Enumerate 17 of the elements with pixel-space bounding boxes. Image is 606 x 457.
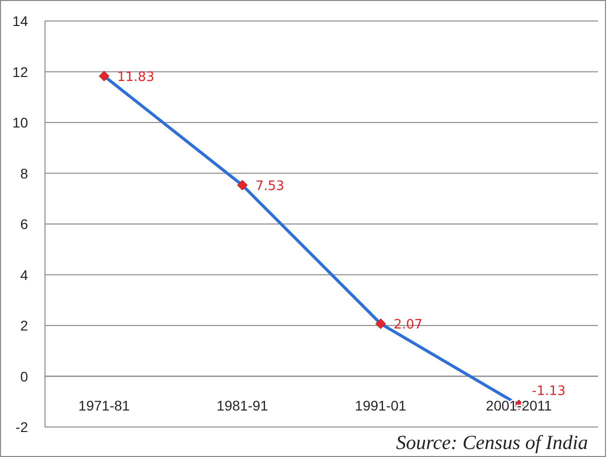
data-label: -1.13	[532, 384, 566, 399]
x-tick-label: 1991-01	[354, 397, 407, 414]
y-tick-label: 8	[20, 165, 28, 182]
x-tick-label: 1981-91	[216, 397, 268, 414]
y-tick-label: 6	[20, 216, 28, 232]
y-tick-label: 14	[12, 13, 28, 29]
y-tick-label: 0	[20, 368, 28, 384]
data-label: 7.53	[255, 179, 284, 194]
y-tick-label: -2	[16, 419, 28, 435]
x-tick-label: 1971-81	[78, 397, 130, 414]
source-note: Source: Census of India	[396, 432, 588, 454]
data-label: 11.83	[117, 70, 154, 86]
y-tick-label: 2	[20, 318, 28, 334]
y-tick-label: 4	[20, 266, 28, 283]
y-tick-label: 10	[12, 114, 28, 130]
y-tick-label: 12	[12, 64, 28, 80]
data-label: 2.07	[394, 318, 423, 333]
